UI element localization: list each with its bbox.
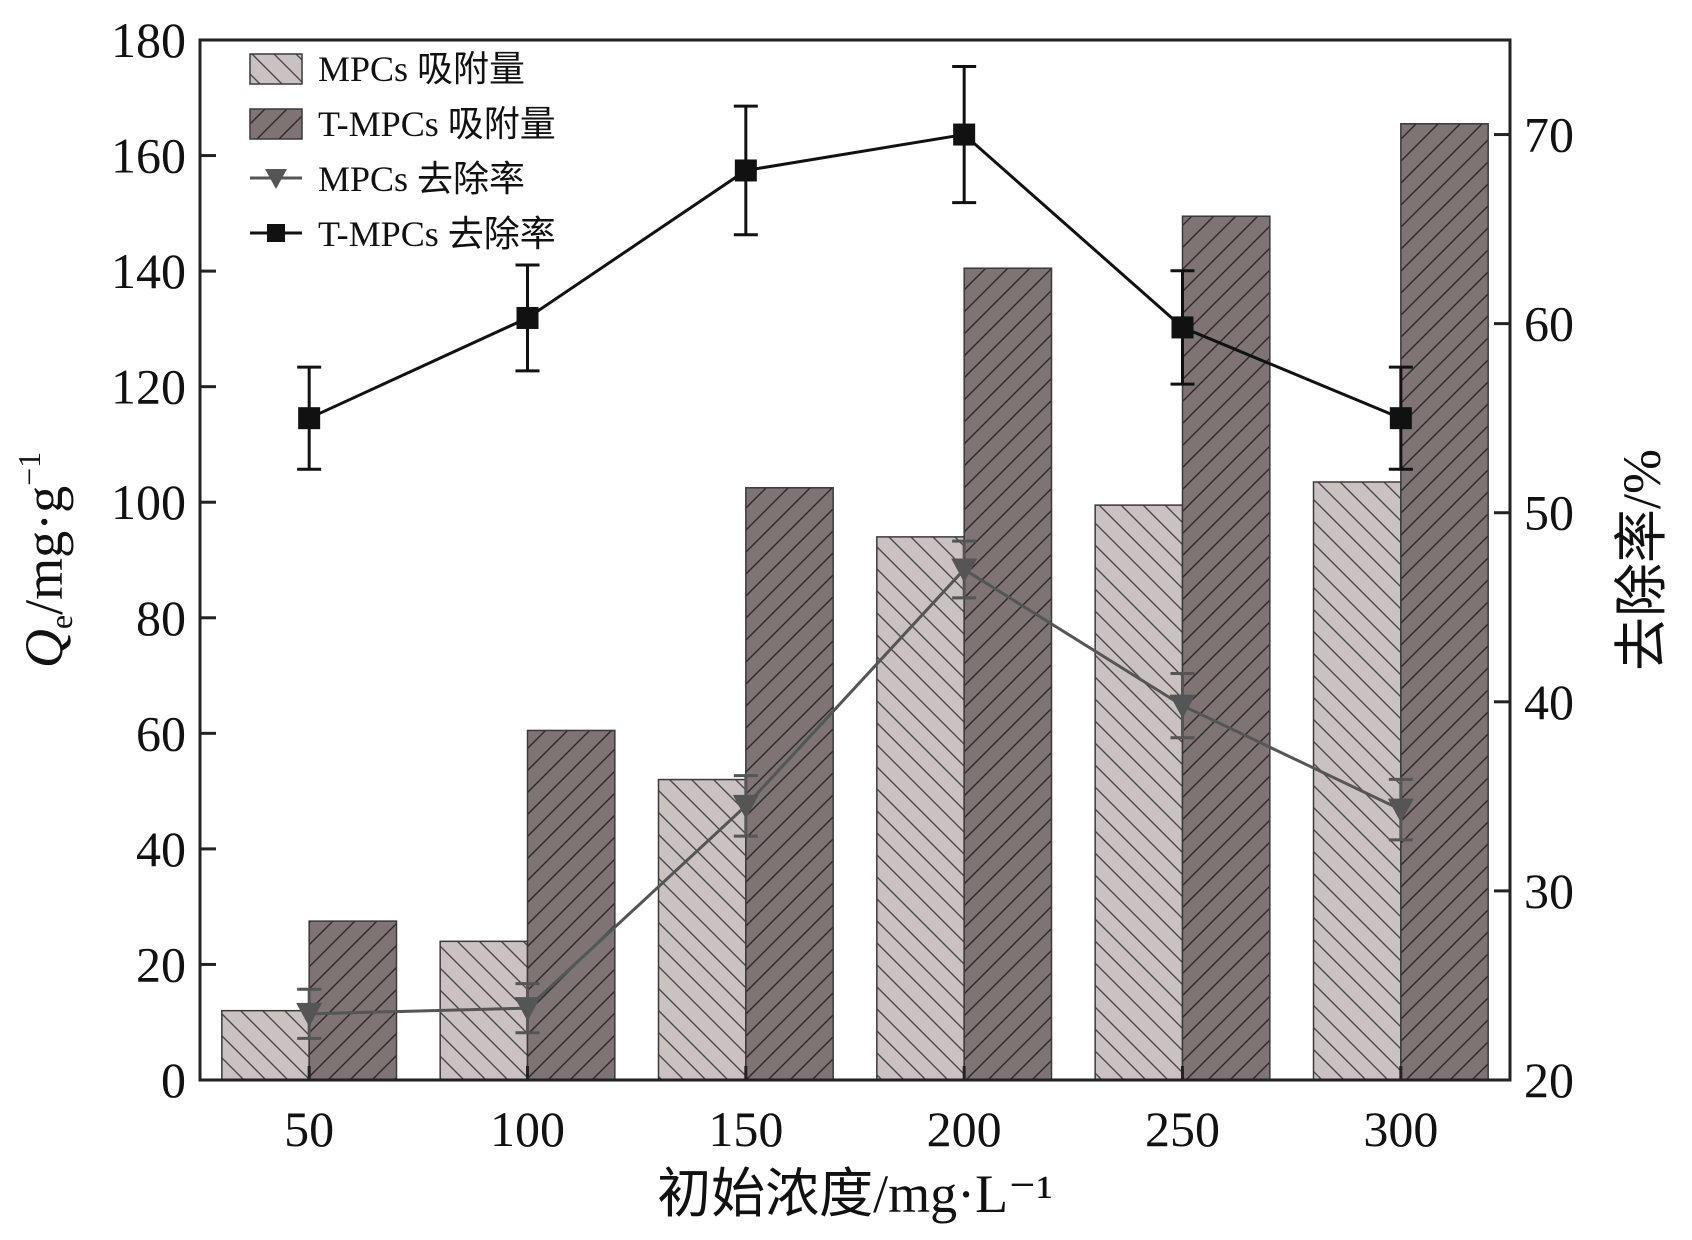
marker-triangle-250 bbox=[1169, 694, 1196, 719]
x-tick-label-200: 200 bbox=[927, 1101, 1002, 1157]
y2-tick-label-40: 40 bbox=[1524, 674, 1574, 730]
y-tick-label-60: 60 bbox=[136, 705, 186, 761]
x-axis-title: 初始浓度/mg·L⁻¹ bbox=[657, 1164, 1053, 1224]
x-tick-label-100: 100 bbox=[490, 1101, 565, 1157]
bar-mpcs-50 bbox=[221, 1009, 310, 1081]
marker-square-250 bbox=[1171, 316, 1194, 339]
y-axis-title-sup: −1 bbox=[11, 452, 47, 486]
plot-frame bbox=[198, 38, 1512, 1082]
y-tick-label-80: 80 bbox=[136, 590, 186, 646]
axis-titles: 初始浓度/mg·L⁻¹ Qe/mg·g−1 去除率/% bbox=[11, 449, 1672, 1224]
marker-triangle-200 bbox=[951, 558, 978, 583]
y-axis-title-main: Q bbox=[14, 629, 74, 668]
legend-label-t-mpcs-adsorption: T-MPCs 吸附量 bbox=[318, 104, 556, 144]
bar-t-mpcs-300 bbox=[1400, 123, 1489, 1081]
y-tick-label-140: 140 bbox=[111, 243, 186, 299]
y-tick-label-20: 20 bbox=[136, 936, 186, 992]
bar-mpcs-300 bbox=[1312, 481, 1402, 1081]
y-axis-title: Qe/mg·g−1 bbox=[11, 452, 79, 668]
y-axis-title-unit: /mg·g bbox=[14, 486, 74, 615]
marker-triangle-50 bbox=[296, 1002, 323, 1027]
bar-t-mpcs-100 bbox=[526, 729, 616, 1081]
bar-mpcs-150 bbox=[657, 778, 747, 1081]
marker-square-150 bbox=[734, 159, 757, 182]
x-tick-label-150: 150 bbox=[708, 1101, 783, 1157]
legend-label-t-mpcs-removal: T-MPCs 去除率 bbox=[318, 214, 556, 254]
lines-layer bbox=[296, 64, 1414, 1040]
x-tick-label-50: 50 bbox=[284, 1101, 334, 1157]
y2-tick-label-30: 30 bbox=[1524, 863, 1574, 919]
bar-t-mpcs-250 bbox=[1181, 215, 1271, 1081]
y2-tick-label-60: 60 bbox=[1524, 296, 1574, 352]
marker-triangle-300 bbox=[1387, 798, 1414, 823]
y2-tick-label-70: 70 bbox=[1524, 107, 1574, 163]
y-axis-title-sub: e bbox=[43, 615, 79, 629]
legend-swatch-t-mpcs-adsorption bbox=[249, 108, 303, 140]
marker-square-50 bbox=[298, 407, 321, 430]
y-tick-label-40: 40 bbox=[136, 821, 186, 877]
y-tick-label-160: 160 bbox=[111, 128, 186, 184]
y2-tick-label-20: 20 bbox=[1524, 1052, 1574, 1108]
bar-mpcs-200 bbox=[876, 536, 965, 1081]
marker-triangle-150 bbox=[732, 794, 759, 819]
marker-triangle-100 bbox=[514, 997, 541, 1022]
y2-tick-label-50: 50 bbox=[1524, 485, 1574, 541]
removal-line-t-mpcs bbox=[308, 132, 1402, 420]
removal-line-mpcs bbox=[309, 567, 1402, 1016]
marker-square-300 bbox=[1389, 407, 1412, 430]
bar-t-mpcs-50 bbox=[308, 920, 398, 1081]
bars-layer bbox=[221, 123, 1489, 1081]
legend-marker-square bbox=[267, 224, 285, 242]
y-tick-label-120: 120 bbox=[111, 359, 186, 415]
x-tick-label-300: 300 bbox=[1363, 1101, 1438, 1157]
legend-label-mpcs-removal: MPCs 去除率 bbox=[318, 159, 525, 199]
legend-label-mpcs-adsorption: MPCs 吸附量 bbox=[318, 49, 525, 89]
legend-swatch-mpcs-adsorption bbox=[249, 53, 303, 85]
y-tick-label-100: 100 bbox=[111, 474, 186, 530]
y-tick-label-0: 0 bbox=[161, 1052, 186, 1108]
legend: MPCs 吸附量 T-MPCs 吸附量 MPCs 去除率 T-MPCs 去除率 bbox=[249, 49, 556, 254]
bar-t-mpcs-200 bbox=[963, 267, 1053, 1081]
legend-marker-triangle bbox=[265, 169, 287, 189]
y-tick-label-180: 180 bbox=[111, 12, 186, 68]
x-tick-label-250: 250 bbox=[1145, 1101, 1220, 1157]
axes-layer: 0 20 40 60 80 100 120 140 160 180 20 30 40 50 60 70 50 10… bbox=[111, 12, 1574, 1157]
bar-mpcs-250 bbox=[1094, 504, 1184, 1081]
bar-t-mpcs-150 bbox=[745, 487, 834, 1081]
marker-square-100 bbox=[516, 306, 539, 329]
y2-axis-title: 去除率/% bbox=[1612, 449, 1672, 671]
marker-square-200 bbox=[953, 123, 976, 146]
